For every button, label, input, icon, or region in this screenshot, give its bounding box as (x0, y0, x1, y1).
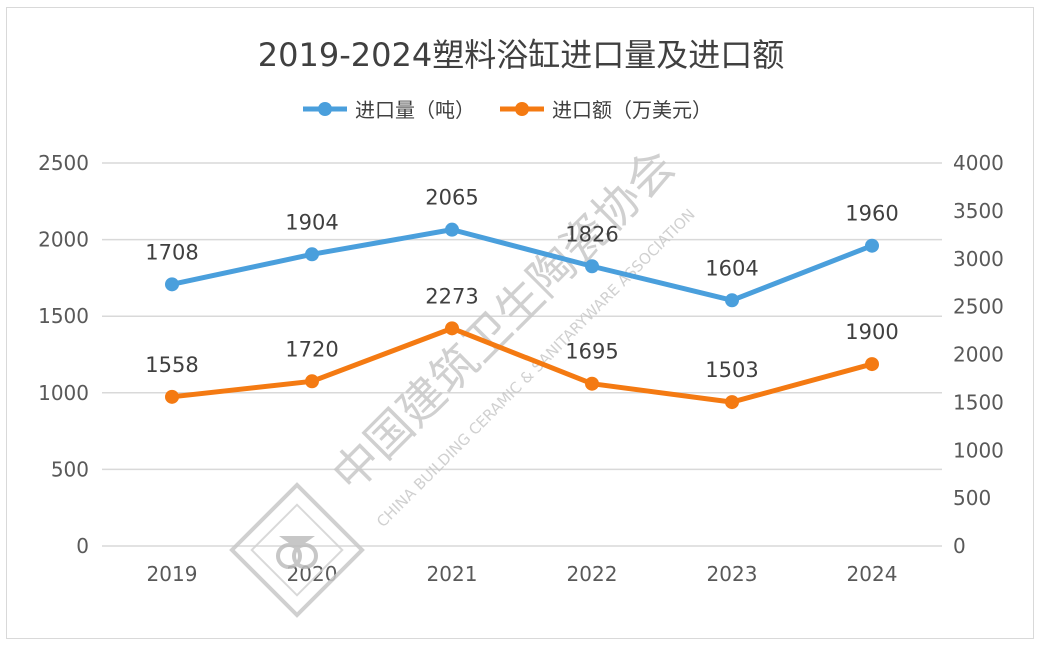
right-tick-label: 3500 (953, 199, 1004, 223)
x-tick-label: 2023 (707, 562, 758, 586)
right-tick-label: 0 (953, 534, 966, 558)
data-point (865, 238, 879, 253)
data-point (165, 277, 179, 292)
data-label: 1720 (285, 337, 338, 361)
data-label: 1503 (705, 358, 758, 382)
data-point (725, 293, 739, 308)
line-chart: 2019-2024塑料浴缸进口量及进口额 进口量（吨） 进口额（万美元） 0 500… (38, 36, 1004, 618)
left-tick-label: 1500 (38, 304, 89, 328)
right-tick-label: 1500 (953, 390, 1004, 414)
series-line (171, 325, 873, 405)
data-label: 1904 (285, 210, 338, 234)
data-point (865, 357, 879, 372)
series-1: 1558 1720 2273 1695 1503 1900 (145, 284, 899, 410)
chart-title: 2019-2024塑料浴缸进口量及进口额 (258, 36, 784, 74)
left-tick-label: 2000 (38, 228, 89, 252)
right-tick-label: 2500 (953, 295, 1004, 319)
legend-marker (318, 102, 332, 116)
x-tick-label: 2024 (847, 562, 898, 586)
data-label: 1695 (565, 340, 618, 364)
legend-marker (515, 102, 529, 116)
left-tick-label: 1000 (38, 381, 89, 405)
right-tick-label: 500 (953, 486, 991, 510)
grid-lines (102, 162, 942, 547)
data-point (725, 395, 739, 410)
data-label: 1900 (845, 320, 898, 344)
watermark-logo-mark (276, 536, 318, 569)
series-layer: 1708 1904 2065 1826 1604 1960 1558 1720 2273 1695… (145, 186, 899, 410)
data-label: 1826 (565, 222, 618, 246)
data-label: 2273 (425, 284, 478, 308)
data-label: 1960 (845, 202, 898, 226)
legend-label: 进口额（万美元） (552, 98, 712, 122)
right-tick-label: 2000 (953, 343, 1004, 367)
x-axis-ticks: 2019 2020 2021 2022 2023 2024 (147, 562, 898, 586)
right-tick-label: 1000 (953, 438, 1004, 462)
series-line (171, 227, 873, 303)
left-tick-label: 0 (76, 534, 89, 558)
data-point (165, 389, 179, 404)
data-point (445, 222, 459, 237)
watermark-logo (229, 482, 365, 618)
x-tick-label: 2021 (427, 562, 478, 586)
right-tick-label: 4000 (953, 151, 1004, 175)
legend-label: 进口量（吨） (355, 98, 475, 122)
x-tick-label: 2022 (567, 562, 618, 586)
data-label: 1604 (705, 256, 758, 280)
series-0: 1708 1904 2065 1826 1604 1960 (145, 186, 899, 308)
data-point (445, 321, 459, 336)
x-tick-label: 2019 (147, 562, 198, 586)
data-label: 2065 (425, 186, 478, 210)
left-axis-ticks: 0 500 1000 1500 2000 2500 (38, 151, 89, 558)
left-tick-label: 500 (51, 457, 89, 481)
watermark-cn-text: 中国建筑卫生陶瓷协会 (322, 138, 685, 501)
data-label: 1708 (145, 240, 198, 264)
data-point (305, 374, 319, 389)
data-label: 1558 (145, 353, 198, 377)
left-tick-label: 2500 (38, 151, 89, 175)
data-point (585, 376, 599, 391)
data-point (305, 247, 319, 262)
chart-frame: 2019-2024塑料浴缸进口量及进口额 进口量（吨） 进口额（万美元） 0 500… (6, 7, 1034, 639)
data-point (585, 259, 599, 274)
right-tick-label: 3000 (953, 247, 1004, 271)
right-axis-ticks: 0 500 1000 1500 2000 2500 3000 3500 4000 (953, 151, 1004, 558)
chart-legend: 进口量（吨） 进口额（万美元） (303, 98, 712, 122)
